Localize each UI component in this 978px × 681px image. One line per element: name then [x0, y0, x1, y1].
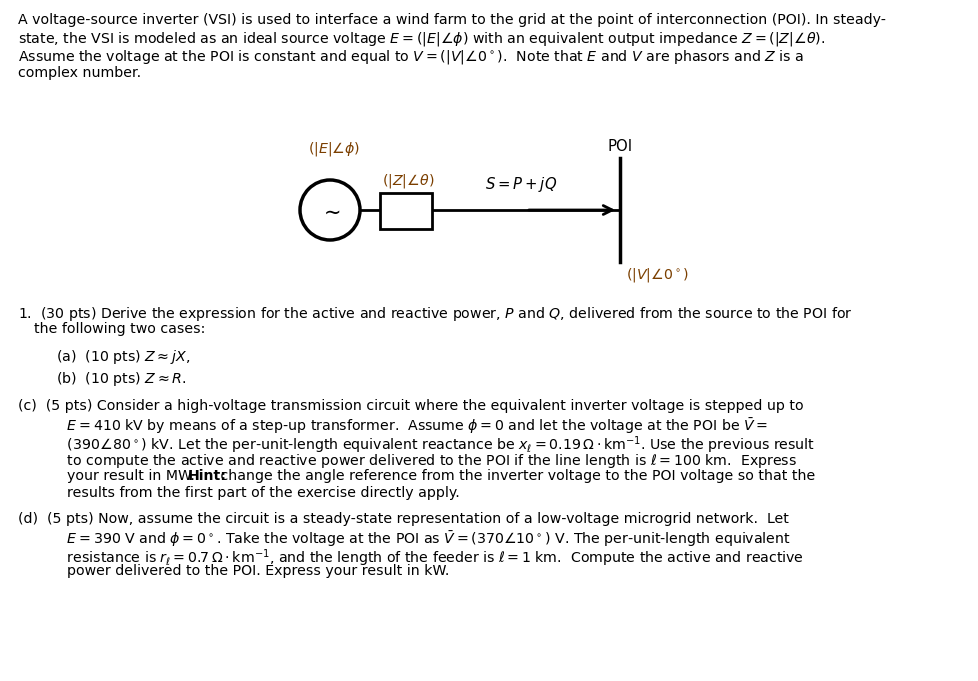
Text: A voltage-source inverter (VSI) is used to interface a wind farm to the grid at : A voltage-source inverter (VSI) is used … — [18, 13, 885, 27]
Text: to compute the active and reactive power delivered to the POI if the line length: to compute the active and reactive power… — [40, 452, 796, 469]
Text: $(|V|\angle 0^\circ)$: $(|V|\angle 0^\circ)$ — [625, 266, 689, 284]
Text: $(390\angle 80^\circ)$ kV. Let the per-unit-length equivalent reactance be $x_\e: $(390\angle 80^\circ)$ kV. Let the per-u… — [40, 434, 815, 456]
Text: Assume the voltage at the POI is constant and equal to $V = (|V|\angle 0^\circ)$: Assume the voltage at the POI is constan… — [18, 48, 803, 66]
Text: Hint:: Hint: — [188, 469, 227, 483]
Text: $E = 410$ kV by means of a step-up transformer.  Assume $\phi = 0$ and let the v: $E = 410$ kV by means of a step-up trans… — [40, 417, 768, 437]
Text: $E = 390$ V and $\phi = 0^\circ$. Take the voltage at the POI as $\bar{V} = (370: $E = 390$ V and $\phi = 0^\circ$. Take t… — [40, 530, 790, 550]
Text: state, the VSI is modeled as an ideal source voltage $E = (|E|\angle\phi)$ with : state, the VSI is modeled as an ideal so… — [18, 31, 824, 48]
Text: (d)  (5 pts) Now, assume the circuit is a steady-state representation of a low-v: (d) (5 pts) Now, assume the circuit is a… — [18, 512, 788, 526]
Text: the following two cases:: the following two cases: — [34, 323, 205, 336]
Text: $(|E|\angle\phi)$: $(|E|\angle\phi)$ — [308, 140, 360, 158]
Text: resistance is $r_\ell = 0.7\,\Omega\cdot\mathrm{km}^{-1}$, and the length of the: resistance is $r_\ell = 0.7\,\Omega\cdot… — [40, 547, 803, 569]
Text: $(|Z|\angle\theta)$: $(|Z|\angle\theta)$ — [381, 172, 434, 190]
Text: power delivered to the POI. Express your result in kW.: power delivered to the POI. Express your… — [40, 565, 449, 578]
Text: results from the first part of the exercise directly apply.: results from the first part of the exerc… — [40, 486, 460, 501]
Text: (a)  (10 pts) $Z \approx jX$,: (a) (10 pts) $Z \approx jX$, — [56, 348, 190, 366]
Text: $\sim$: $\sim$ — [319, 202, 340, 222]
Text: 1.  (30 pts) Derive the expression for the active and reactive power, $P$ and $Q: 1. (30 pts) Derive the expression for th… — [18, 305, 852, 323]
Text: (b)  (10 pts) $Z \approx R$.: (b) (10 pts) $Z \approx R$. — [56, 370, 187, 387]
Text: (c)  (5 pts) Consider a high-voltage transmission circuit where the equivalent i: (c) (5 pts) Consider a high-voltage tran… — [18, 399, 803, 413]
Text: your result in MW.: your result in MW. — [40, 469, 203, 483]
Text: complex number.: complex number. — [18, 65, 141, 80]
Text: POI: POI — [606, 139, 632, 154]
Text: change the angle reference from the inverter voltage to the POI voltage so that : change the angle reference from the inve… — [216, 469, 815, 483]
Text: $S = P + jQ$: $S = P + jQ$ — [484, 175, 556, 194]
Bar — [379, 193, 431, 229]
